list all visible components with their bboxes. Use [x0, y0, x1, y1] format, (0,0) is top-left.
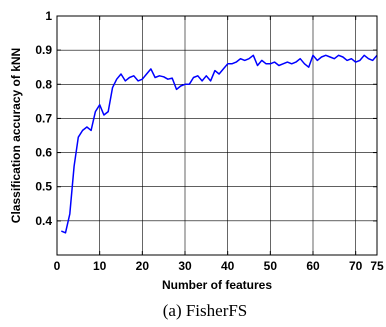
figure-caption: (a) FisherFS — [163, 301, 248, 320]
x-axis-label: Number of features — [162, 278, 272, 292]
y-tick-label: 0.7 — [35, 111, 52, 125]
x-tick-label: 40 — [221, 259, 235, 273]
grid-lines — [57, 16, 377, 255]
x-tick-label: 0 — [54, 259, 61, 273]
x-tick-label: 30 — [178, 259, 192, 273]
series-line — [61, 54, 378, 234]
y-axis-label: Classification accuracy of kNN — [9, 48, 23, 223]
x-tick-label: 20 — [136, 259, 150, 273]
y-tick-label: 0.4 — [35, 214, 52, 228]
y-tick-label: 0.6 — [35, 146, 52, 160]
y-tick-labels: 0.4 0.5 0.6 0.7 0.8 0.9 1 — [35, 9, 52, 228]
x-tick-label: 70 — [349, 259, 363, 273]
x-tick-label: 50 — [264, 259, 278, 273]
axis-ticks — [56, 15, 378, 255]
x-tick-label: 75 — [370, 259, 384, 273]
y-tick-label: 0.5 — [35, 180, 52, 194]
y-tick-label: 0.8 — [35, 77, 52, 91]
y-tick-label: 1 — [45, 9, 52, 23]
y-tick-label: 0.9 — [35, 43, 52, 57]
x-tick-label: 60 — [306, 259, 320, 273]
plot-frame — [56, 15, 378, 256]
x-tick-labels: 0 10 20 30 40 50 60 70 75 — [54, 259, 384, 273]
series-layer — [61, 54, 378, 234]
x-tick-label: 10 — [93, 259, 107, 273]
